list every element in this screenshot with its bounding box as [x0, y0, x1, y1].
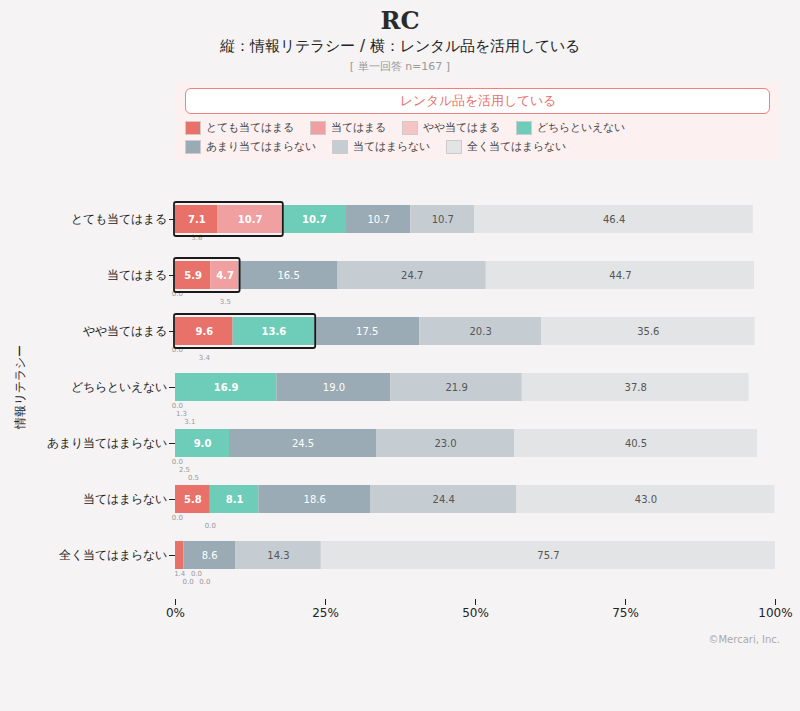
html-text:レンタル品を活用している: レンタル品を活用している	[399, 93, 556, 108]
svg-text:0.0: 0.0	[205, 522, 216, 530]
svg-text:7.1: 7.1	[188, 214, 206, 225]
svg-text:8.6: 8.6	[202, 550, 218, 561]
svg-text:あまり当てはまらない: あまり当てはまらない	[47, 436, 167, 450]
svg-text:19.0: 19.0	[323, 382, 345, 393]
svg-text:9.6: 9.6	[195, 326, 213, 337]
svg-text:情報リテラシー: 情報リテラシー	[13, 345, 27, 430]
svg-text:18.6: 18.6	[304, 494, 326, 505]
svg-text:1.4: 1.4	[174, 570, 186, 578]
svg-text:40.5: 40.5	[625, 438, 647, 449]
html-text:どちらといえない: どちらといえない	[537, 121, 625, 134]
svg-text:0.0: 0.0	[172, 514, 183, 522]
svg-text:10.7: 10.7	[367, 214, 389, 225]
svg-text:5.9: 5.9	[184, 270, 202, 281]
svg-text:3.1: 3.1	[184, 418, 195, 426]
svg-text:46.4: 46.4	[603, 214, 625, 225]
html-text:とても当てはまる: とても当てはまる	[206, 121, 294, 134]
svg-text:5.8: 5.8	[184, 494, 202, 505]
svg-text:10.7: 10.7	[302, 214, 327, 225]
svg-text:21.9: 21.9	[445, 382, 467, 393]
html-text:全く当てはまらない: 全く当てはまらない	[467, 140, 566, 153]
html-text:[ 単一回答 n=167 ]: [ 単一回答 n=167 ]	[349, 60, 451, 73]
svg-text:17.5: 17.5	[356, 326, 378, 337]
svg-text:0.5: 0.5	[188, 474, 199, 482]
svg-text:8.1: 8.1	[226, 494, 244, 505]
svg-text:0%: 0%	[166, 606, 185, 620]
svg-text:13.6: 13.6	[262, 326, 287, 337]
html-text:当てはまる: 当てはまる	[331, 121, 386, 134]
html-text:やや当てはまる: やや当てはまる	[423, 121, 500, 134]
html-text:当てはまらない: 当てはまらない	[353, 140, 430, 153]
svg-text:0.0: 0.0	[191, 570, 202, 578]
svg-text:100%: 100%	[758, 606, 792, 620]
svg-text:16.9: 16.9	[214, 382, 239, 393]
svg-text:1.3: 1.3	[176, 410, 187, 418]
svg-text:24.5: 24.5	[292, 438, 314, 449]
svg-text:43.0: 43.0	[635, 494, 657, 505]
svg-text:75.7: 75.7	[537, 550, 559, 561]
svg-text:全く当てはまらない: 全く当てはまらない	[59, 548, 167, 562]
svg-text:16.5: 16.5	[277, 270, 299, 281]
svg-text:25%: 25%	[312, 606, 339, 620]
svg-text:35.6: 35.6	[637, 326, 659, 337]
svg-text:9.0: 9.0	[194, 438, 212, 449]
svg-text:やや当てはまる: やや当てはまる	[83, 324, 167, 338]
html-text:縦：情報リテラシー / 横：レンタル品を活用している: 縦：情報リテラシー / 横：レンタル品を活用している	[220, 37, 580, 55]
svg-text:14.3: 14.3	[267, 550, 289, 561]
svg-text:0.0: 0.0	[171, 290, 183, 299]
html-text:あまり当てはまらない: あまり当てはまらない	[206, 140, 316, 153]
svg-text:3.4: 3.4	[199, 354, 211, 362]
svg-text:75%: 75%	[612, 606, 639, 620]
svg-text:0.0: 0.0	[199, 578, 210, 586]
svg-text:2.5: 2.5	[179, 466, 190, 474]
svg-text:当てはまる: 当てはまる	[107, 268, 167, 282]
svg-text:どちらといえない: どちらといえない	[71, 380, 167, 394]
svg-text:10.7: 10.7	[238, 214, 263, 225]
html-text:©Mercari, Inc.: ©Mercari, Inc.	[708, 634, 780, 645]
svg-text:24.7: 24.7	[401, 270, 423, 281]
html-text:RC: RC	[380, 6, 420, 35]
svg-text:0.0: 0.0	[171, 346, 183, 355]
svg-text:10.7: 10.7	[432, 214, 454, 225]
svg-text:0.0: 0.0	[183, 578, 194, 586]
svg-text:0.0: 0.0	[172, 402, 183, 410]
svg-text:44.7: 44.7	[609, 270, 631, 281]
svg-text:50%: 50%	[462, 606, 489, 620]
svg-text:0.0: 0.0	[172, 458, 183, 466]
svg-text:当てはまらない: 当てはまらない	[83, 492, 167, 506]
svg-text:20.3: 20.3	[469, 326, 491, 337]
svg-text:24.4: 24.4	[433, 494, 455, 505]
svg-text:とても当てはまる: とても当てはまる	[71, 212, 167, 226]
svg-text:3.5: 3.5	[220, 298, 231, 306]
svg-text:4.7: 4.7	[216, 270, 234, 281]
svg-text:23.0: 23.0	[434, 438, 456, 449]
svg-text:3.6: 3.6	[191, 234, 203, 243]
svg-text:37.8: 37.8	[625, 382, 647, 393]
